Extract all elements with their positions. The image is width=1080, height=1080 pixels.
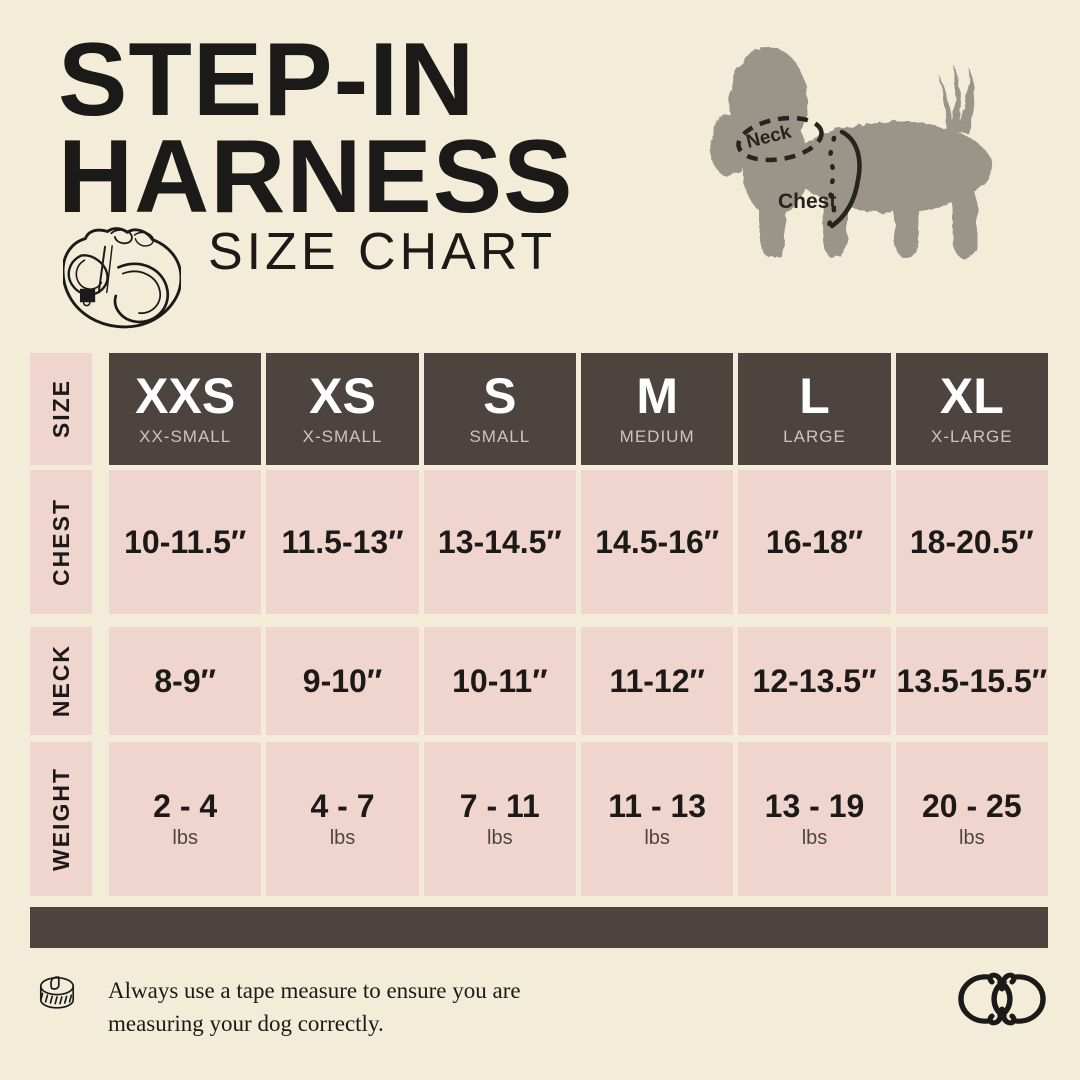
svg-text:Neck: Neck (744, 121, 794, 152)
